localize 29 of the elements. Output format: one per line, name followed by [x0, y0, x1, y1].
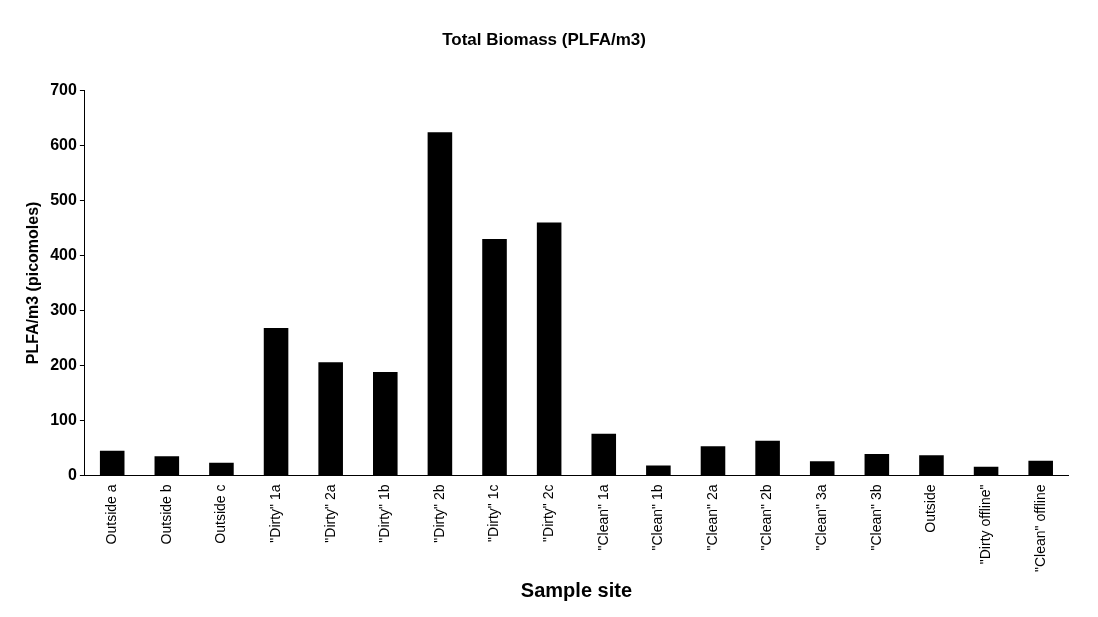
y-axis-title: PLFA/m3 (picomoles) — [24, 201, 42, 365]
x-tick-label: "Dirty offline" — [976, 484, 993, 565]
y-tick-label: 100 — [50, 410, 77, 428]
x-tick-label: "Dirty" 2b — [430, 484, 447, 543]
x-tick-label: "Clean" offline — [1031, 484, 1048, 572]
x-tick-label: Outside — [922, 484, 939, 533]
x-tick-label: Outside b — [157, 484, 174, 545]
y-tick-label: 700 — [50, 80, 77, 98]
x-tick-label: "Clean" 3a — [813, 484, 830, 551]
x-tick-label: "Clean" 1a — [594, 484, 611, 551]
y-tick-label: 200 — [50, 355, 77, 373]
x-axis-title: Sample site — [520, 578, 633, 601]
x-tick-label: "Dirty" 1b — [376, 484, 393, 543]
y-tick-label: 400 — [50, 245, 77, 263]
x-tick-label: "Clean" 1b — [649, 484, 666, 551]
x-tick-label: "Dirty" 2a — [321, 484, 338, 543]
x-tick-label: "Dirty" 1a — [266, 484, 283, 543]
y-tick-label: 300 — [50, 300, 77, 318]
y-tick-label: 600 — [50, 135, 77, 153]
x-tick-label: Outside c — [212, 484, 229, 544]
x-tick-label: "Clean" 3b — [867, 484, 884, 551]
x-tick-label: "Dirty" 2c — [540, 484, 556, 542]
x-tick-label: "Clean" 2b — [758, 484, 775, 551]
x-tick-label: "Clean" 2a — [703, 484, 720, 551]
x-tick-label: Outside a — [103, 484, 120, 545]
chart-title: Total Biomass (PLFA/m3) — [442, 29, 646, 49]
y-tick-label: 0 — [67, 465, 77, 483]
x-tick-label: "Dirty" 1c — [485, 484, 502, 542]
y-tick-label: 500 — [50, 190, 77, 208]
